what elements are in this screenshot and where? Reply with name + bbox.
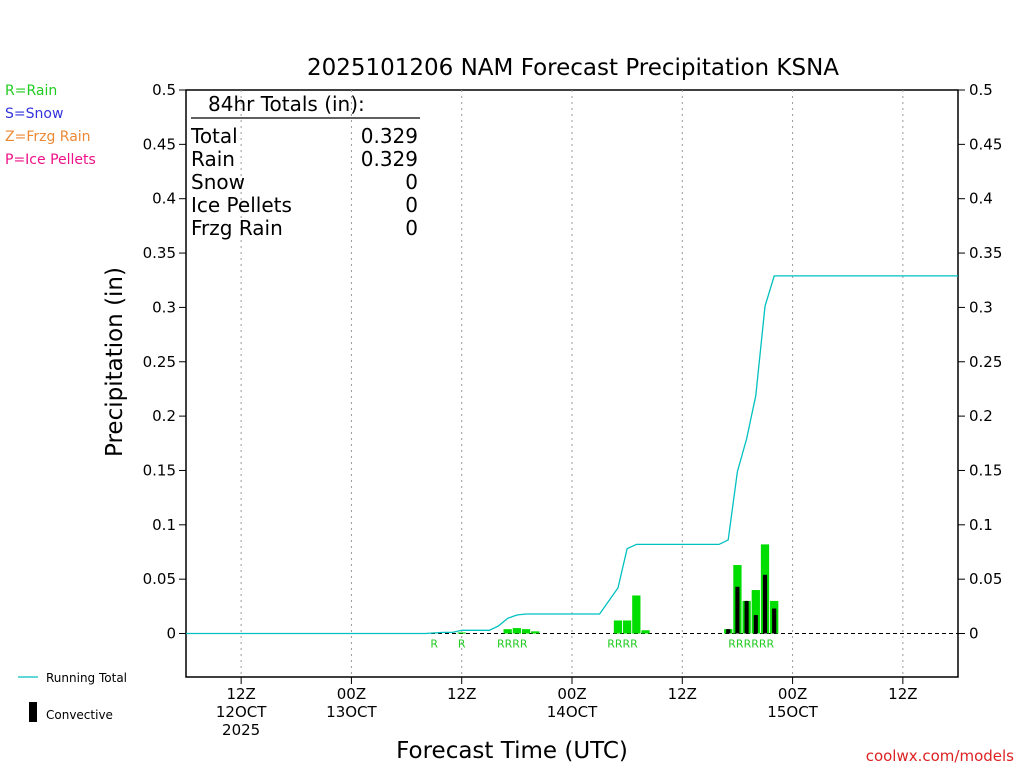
y-tick-label: 0.15 [143,461,176,479]
x-tick-label: 00Z [778,685,807,703]
y-axis-left: 0.5 0.45 0.4 0.35 0.3 0.25 0.2 0.15 0.1 0.05 0 [143,81,186,643]
rain-bar [623,620,632,634]
y-tick-label: 0.25 [143,353,176,371]
rain-bar [512,628,521,634]
x-tick-label: 13OCT [326,703,377,721]
precip-type-marker: R [430,638,438,651]
x-tick-label: 15OCT [767,703,818,721]
rain-bar [457,632,466,634]
x-tick-label: 12Z [226,685,255,703]
y-tick-label-right: 0.05 [969,570,1002,588]
convective-swatch [29,702,37,722]
convective-bar [744,600,749,634]
y-tick-label: 0.3 [152,298,176,316]
precip-type-markers: R R RRRR RRRR RRRRRR [430,638,774,651]
x-tick-label: 12OCT [216,703,267,721]
y-axis-label: Precipitation (in) [102,267,128,457]
convective-bar [726,629,731,634]
x-tick-label: 00Z [337,685,366,703]
y-tick-label: 0.4 [152,190,176,208]
convective-bar [772,608,777,634]
totals-row-label: Total [190,124,238,148]
totals-row-label: Snow [191,170,245,194]
legend-top-item: Z=Frzg Rain [5,129,91,145]
x-tick-label: 12Z [888,685,917,703]
running-total-line [186,275,958,635]
y-tick-label-right: 0.25 [969,353,1002,371]
convective-bar [762,574,768,634]
precip-type-marker: RRRR [497,638,528,651]
x-tick-label: 12Z [668,685,697,703]
totals-row-value: 0.329 [361,147,418,171]
totals-row-value: 0 [405,170,418,194]
y-tick-label-right: 0.1 [969,516,993,534]
y-tick-label: 0 [166,625,176,643]
totals-row-label: Ice Pellets [191,193,292,217]
x-tick-label: 12Z [447,685,476,703]
legend-top: R=Rain S=Snow Z=Frzg Rain P=Ice Pellets [5,83,96,168]
y-tick-label: 0.05 [143,570,176,588]
precip-type-marker: RRRR [607,638,638,651]
y-tick-label-right: 0.2 [969,407,993,425]
legend-top-item: S=Snow [5,106,63,122]
y-tick-label: 0.45 [143,135,176,153]
totals-row-value: 0 [405,193,418,217]
totals-row-value: 0.329 [361,124,418,148]
legend-top-item: P=Ice Pellets [5,152,96,168]
legend-top-item: R=Rain [5,83,57,99]
precip-type-marker: R [458,638,466,651]
y-tick-label-right: 0.4 [969,190,993,208]
precip-type-marker: RRRRRR [728,638,774,651]
x-tick-label: 2025 [222,721,260,739]
chart-title: 2025101206 NAM Forecast Precipitation KS… [307,55,839,81]
rain-bar [641,630,650,634]
y-tick-label-right: 0.15 [969,461,1002,479]
y-axis-right: 0.5 0.45 0.4 0.35 0.3 0.25 0.2 0.15 0.1 0.05 0 [958,81,1002,643]
rain-bar [521,629,531,634]
convective-bar [735,586,740,634]
rain-bar [751,590,760,634]
running-total-legend: Running Total [46,671,127,685]
rain-bar [613,620,623,634]
y-tick-label-right: 0.3 [969,298,993,316]
y-tick-label: 0.35 [143,244,176,262]
convective-bars [726,574,777,634]
x-tick-label: 00Z [557,685,586,703]
y-tick-label-right: 0.5 [969,81,993,99]
y-tick-label: 0.5 [152,81,176,99]
y-tick-label-right: 0.45 [969,135,1002,153]
rain-bar [632,595,641,634]
grid-lines [240,90,904,677]
x-tick-label: 14OCT [547,703,598,721]
totals-row-label: Frzg Rain [191,216,283,240]
y-tick-label-right: 0 [969,625,979,643]
y-tick-label: 0.1 [152,516,176,534]
convective-legend: Convective [46,708,113,722]
rain-bar [531,631,540,634]
totals-row-value: 0 [405,216,418,240]
convective-bar [753,615,758,634]
totals-heading: 84hr Totals (in): [208,92,365,116]
x-axis-label: Forecast Time (UTC) [396,738,628,764]
y-tick-label: 0.2 [152,407,176,425]
site-credit: coolwx.com/models [866,747,1014,765]
totals-box: 84hr Totals (in): Total 0.329 Rain 0.329 Sno… [190,92,420,240]
rain-bar [503,629,512,634]
y-tick-label-right: 0.35 [969,244,1002,262]
totals-row-label: Rain [191,147,235,171]
legend-bottom: Running Total Convective [18,671,127,722]
